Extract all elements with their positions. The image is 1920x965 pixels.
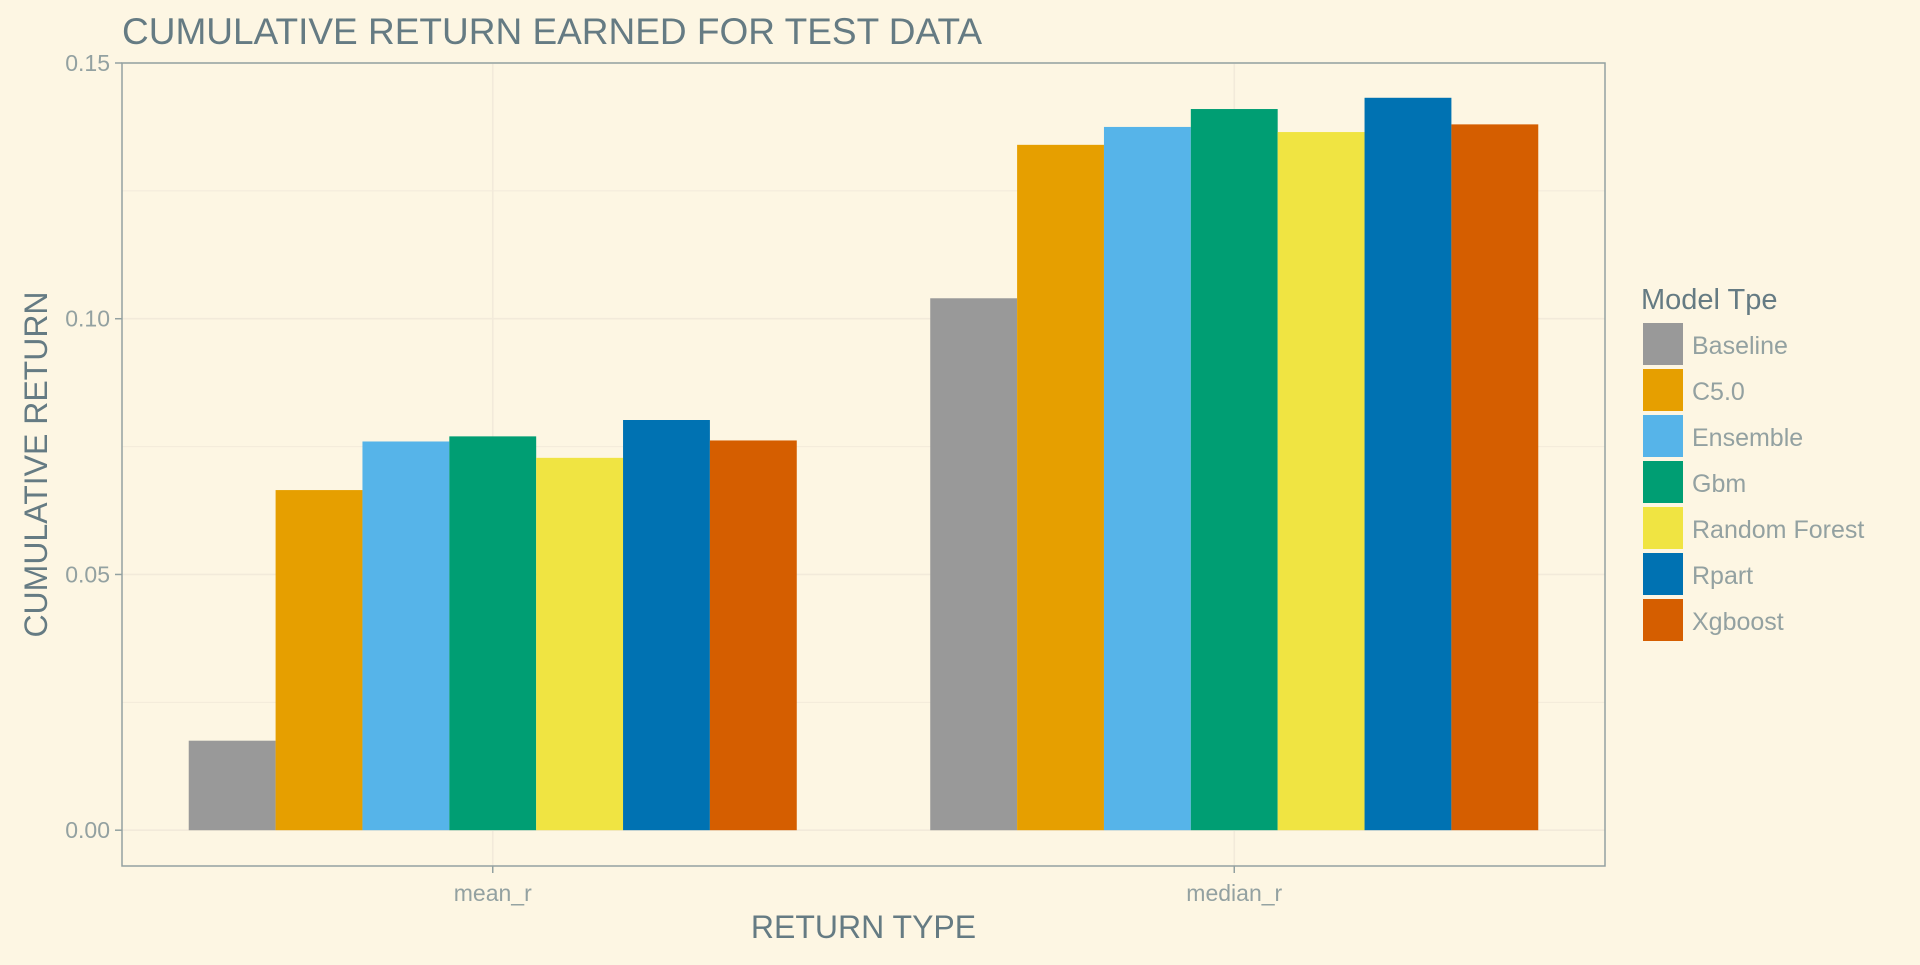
legend-key <box>1643 461 1683 503</box>
plot-panel-border <box>121 62 1606 867</box>
x-tick-label: median_r <box>1186 880 1282 906</box>
bars <box>188 97 1539 831</box>
legend-key <box>1643 415 1683 457</box>
bar <box>930 298 1018 831</box>
y-tick-label: 0.05 <box>65 561 110 587</box>
legend-key <box>1643 369 1683 411</box>
chart-title: CUMULATIVE RETURN EARNED FOR TEST DATA <box>122 11 982 52</box>
bar <box>275 490 363 831</box>
bar <box>623 420 710 831</box>
bar <box>1103 126 1191 831</box>
bar <box>536 457 624 831</box>
legend-key <box>1643 553 1683 595</box>
legend-key <box>1643 507 1683 549</box>
axes: 0.00 0.05 0.10 0.15 mean_r median_r <box>65 50 1282 906</box>
legend-key <box>1643 323 1683 365</box>
legend: Model Tpe Baseline C5.0 Ensemble Gbm Random … <box>1641 284 1864 641</box>
legend-label: Ensemble <box>1692 424 1803 452</box>
bar <box>1364 97 1452 831</box>
legend-label: Rpart <box>1692 562 1753 590</box>
bar <box>1190 109 1278 831</box>
y-tick-label: 0.15 <box>65 50 110 76</box>
bar <box>362 441 450 831</box>
legend-key <box>1643 599 1683 641</box>
y-axis-title: CUMULATIVE RETURN <box>18 291 54 637</box>
bar <box>1451 124 1539 831</box>
bar <box>449 436 537 831</box>
legend-title: Model Tpe <box>1641 284 1778 316</box>
bar <box>1277 132 1365 831</box>
x-tick-label: mean_r <box>454 880 532 906</box>
legend-label: Xgboost <box>1692 608 1784 636</box>
x-axis-title: RETURN TYPE <box>751 909 976 945</box>
legend-label: C5.0 <box>1692 378 1745 406</box>
bar <box>1017 144 1104 831</box>
legend-label: Random Forest <box>1692 516 1864 544</box>
legend-items: Baseline C5.0 Ensemble Gbm Random Forest Rpar… <box>1643 323 1864 641</box>
y-tick-label: 0.10 <box>65 306 110 332</box>
y-tick-label: 0.00 <box>65 817 110 843</box>
legend-label: Baseline <box>1692 332 1788 360</box>
bar <box>188 740 276 831</box>
bar <box>709 440 797 831</box>
legend-label: Gbm <box>1692 470 1746 498</box>
